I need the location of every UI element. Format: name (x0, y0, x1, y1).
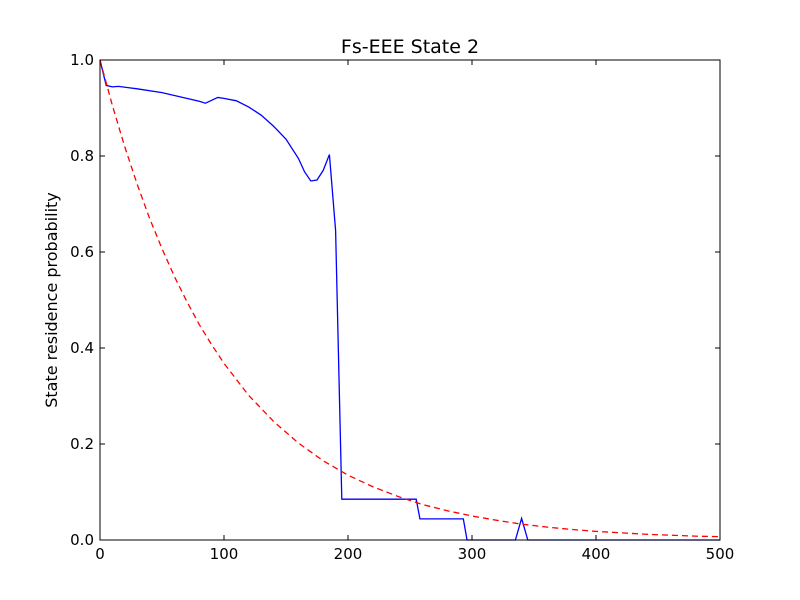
y-tick-label-4: 0.8 (70, 147, 94, 165)
y-tick-label-1: 0.2 (70, 435, 94, 453)
chart-title: Fs-EEE State 2 (341, 36, 479, 58)
y-axis-label: State residence probability (42, 192, 61, 408)
x-tick-label-2: 200 (334, 545, 363, 563)
plot-frame (99, 59, 721, 541)
series-line-2 (99, 59, 721, 538)
x-tick-label-4: 400 (582, 545, 611, 563)
x-tick-label-1: 100 (210, 545, 239, 563)
y-tick-label-3: 0.6 (70, 243, 94, 261)
x-tick-label-3: 300 (458, 545, 487, 563)
x-tick-label-0: 0 (95, 545, 105, 563)
y-tick-label-2: 0.4 (70, 339, 94, 357)
y-tick-label-5: 1.0 (70, 51, 94, 69)
ticks-layer: 0 100 200 300 400 500 0.0 0.2 0.4 0.6 0.8 1.0 (70, 51, 734, 563)
y-tick-label-0: 0.0 (70, 531, 94, 549)
series-line-1 (99, 59, 720, 541)
x-tick-label-5: 500 (706, 545, 735, 563)
series-layer (99, 59, 721, 541)
